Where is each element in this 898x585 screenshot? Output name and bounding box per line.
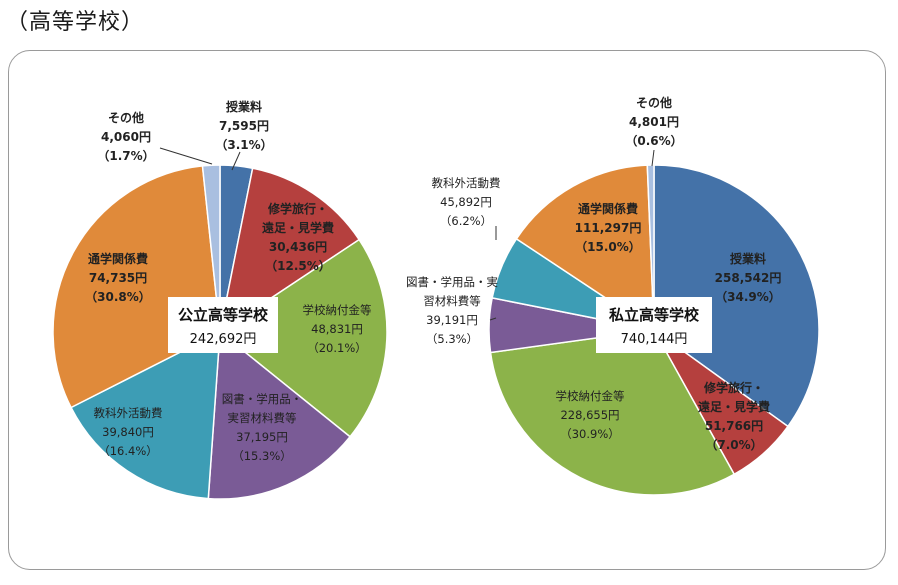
page-heading: （高等学校） [6,10,145,35]
slice-label-line: 48,831円 [311,322,363,336]
center-box [168,297,278,353]
slice-label-line: 39,840円 [102,425,154,439]
slice-label: 修学旅行・遠足・見学費 30,436円 （12.5%） [262,201,334,273]
slice-label-line: 74,735円 [89,271,147,285]
pie-slice-4 [70,330,221,500]
slice-label-line: （15.0%） [575,239,641,254]
slice-label-line: 遠足・見学費 [262,220,334,235]
slice-label-line: 図書・学用品・実 [406,275,498,289]
pie-slice-5 [515,164,655,332]
slice-label-line: 通学関係費 [578,201,638,216]
pie-slice-1 [218,167,361,334]
slice-label-line: 授業料 [730,251,766,266]
pie-chart-private: 授業料 258,542円 （34.9%） 修学旅行・遠足・見学費 51,766円 （7.0… [406,95,820,496]
slice-label: 図書・学用品・実習材料費等 37,195円 （15.3%） [222,392,303,463]
slice-label-line: （16.4%） [98,444,158,458]
slice-label-line: （7.0%） [705,437,762,452]
slice-label-line: （6.2%） [440,214,492,228]
slice-label: その他 4,060円 （1.7%） [97,110,154,163]
slice-label-line: （12.5%） [265,258,331,273]
slice-label-line: （1.7%） [97,148,154,163]
center-total: 242,692円 [190,332,257,347]
center-total: 740,144円 [621,332,688,347]
slice-label-line: 37,195円 [236,430,288,444]
slice-label-line: 30,436円 [269,240,327,254]
slice-label-line: 修学旅行・ [267,201,328,216]
pie-slice-3 [207,330,352,500]
slice-label-line: 学校納付金等 [556,389,625,403]
slice-label: 図書・学用品・実習材料費等 39,191円 （5.3%） [406,275,498,346]
slice-label-line: 通学関係費 [88,251,148,266]
leader-line [651,149,655,167]
center-title: 公立高等学校 [178,306,269,324]
slice-label-line: 4,060円 [101,130,151,144]
slice-label-line: （30.8%） [85,289,151,304]
slice-label-line: 228,655円 [560,408,619,422]
slice-label-line: （0.6%） [625,133,682,148]
slice-label-line: 授業料 [226,99,262,114]
slice-label: 授業料 258,542円 （34.9%） [715,251,782,304]
pie-slice-6 [646,164,655,331]
leader-line [489,317,497,321]
slice-label-line: 教科外活動費 [94,406,163,420]
slice-label-line: 4,801円 [629,115,679,129]
slice-label-line: 258,542円 [715,271,782,285]
leader-line [231,151,241,171]
slice-label: その他 4,801円 （0.6%） [625,95,682,148]
center-title: 私立高等学校 [608,306,700,324]
center-box [596,297,712,353]
leader-line [159,147,213,165]
slice-label-line: （5.3%） [426,332,478,346]
slice-label: 学校納付金等 48,831円 （20.1%） [303,303,372,355]
pie-slice-0 [653,164,820,428]
slice-label-line: （30.9%） [560,427,620,441]
slice-label-line: 教科外活動費 [432,176,501,190]
slice-label-line: 45,892円 [440,195,492,209]
slice-label-line: 39,191円 [426,313,478,327]
slice-label-line: （15.3%） [232,449,292,463]
slice-label-line: 111,297円 [575,221,642,235]
slice-label: 通学関係費 74,735円 （30.8%） [85,251,151,304]
slice-label: 修学旅行・遠足・見学費 51,766円 （7.0%） [698,380,770,452]
slice-label: 教科外活動費 39,840円 （16.4%） [94,406,163,458]
pie-slice-2 [489,329,736,496]
pie-chart-public: 授業料 7,595円 （3.1%） 修学旅行・遠足・見学費 30,436円 （12.5%）… [52,99,388,500]
pie-slice-6 [201,164,221,333]
slice-label: 学校納付金等 228,655円 （30.9%） [556,389,625,441]
slice-label-line: 図書・学用品・ [222,392,303,406]
slice-label-line: 51,766円 [705,419,763,433]
slice-label-line: その他 [636,95,672,110]
slice-label-line: その他 [108,110,144,125]
slice-label: 通学関係費 111,297円 （15.0%） [575,201,642,254]
slice-label-line: （20.1%） [307,341,367,355]
slice-label-line: （34.9%） [715,289,781,304]
slice-label-line: 学校納付金等 [303,303,372,317]
slice-label-line: 実習材料費等 [228,411,297,425]
pie-slice-2 [218,238,388,438]
slice-label: 教科外活動費 45,892円 （6.2%） [432,176,501,228]
slice-label-line: （3.1%） [215,137,272,152]
slice-label-line: 修学旅行・ [703,380,764,395]
slice-label: 授業料 7,595円 （3.1%） [215,99,272,152]
slice-label-line: 遠足・見学費 [698,399,770,414]
slice-label-line: 習材料費等 [423,294,481,308]
slice-label-line: 7,595円 [219,119,269,133]
